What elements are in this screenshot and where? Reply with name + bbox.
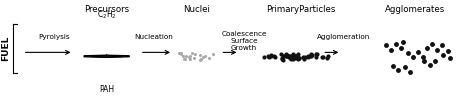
Text: Agglomerates: Agglomerates	[384, 5, 445, 14]
Text: PAH: PAH	[99, 85, 114, 94]
Text: C$_2$H$_2$: C$_2$H$_2$	[97, 8, 117, 21]
Text: Coalescence
Surface
Growth: Coalescence Surface Growth	[221, 31, 267, 51]
Text: Precursors: Precursors	[84, 5, 129, 14]
Text: Agglomeration: Agglomeration	[317, 34, 370, 40]
Text: FUEL: FUEL	[1, 36, 10, 61]
Text: Nuclei: Nuclei	[183, 5, 210, 14]
Text: PrimaryParticles: PrimaryParticles	[266, 5, 336, 14]
Text: Pyrolysis: Pyrolysis	[39, 34, 70, 40]
Text: Nucleation: Nucleation	[135, 34, 173, 40]
